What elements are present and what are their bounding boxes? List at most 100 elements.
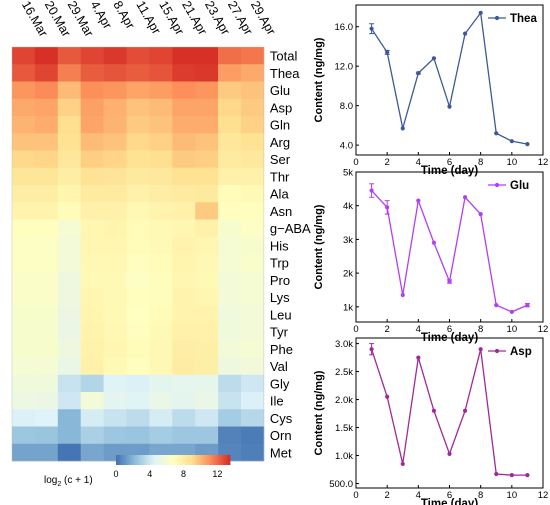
heatmap-cell: [12, 98, 36, 117]
heatmap-cell: [195, 374, 219, 393]
heatmap-cell: [195, 288, 219, 307]
heatmap-cell: [149, 202, 173, 220]
heatmap-cell: [241, 150, 265, 169]
heatmap-cell: [12, 426, 36, 445]
heatmap-cell: [12, 409, 36, 427]
colorbar-swatch: [180, 455, 183, 465]
heatmap-cell: [126, 150, 150, 169]
heatmap-cell: [57, 409, 81, 427]
heatmap-cell: [172, 150, 196, 169]
heatmap-cell: [218, 219, 242, 238]
heatmap-cell: [57, 374, 81, 393]
heatmap-cell: [126, 47, 150, 65]
heatmap-cell: [126, 374, 150, 393]
heatmap-cell: [103, 271, 127, 289]
heatmap-cell: [34, 202, 59, 220]
heatmap-cell: [57, 271, 81, 289]
heatmap-cell: [80, 254, 104, 272]
heatmap-cell: [57, 340, 81, 358]
colorbar-swatch: [216, 455, 219, 465]
colorbar-swatch: [188, 455, 191, 465]
heatmap-cell: [218, 98, 242, 117]
heatmap-cell: [195, 236, 219, 255]
heatmap-cell: [126, 305, 150, 324]
heatmap-cell: [103, 323, 127, 341]
colorbar-swatch: [163, 455, 166, 465]
x-tick-label: 12: [538, 324, 549, 335]
heatmap-cell: [149, 133, 173, 151]
heatmap-cell: [149, 47, 173, 65]
x-tick-label: 8: [478, 324, 483, 335]
heatmap-cell: [126, 409, 150, 427]
data-point: [462, 31, 468, 36]
heatmap-row-label: g−ABA: [270, 221, 311, 236]
colorbar-swatch: [228, 455, 231, 465]
heatmap-cell: [80, 392, 104, 410]
colorbar-swatch: [190, 455, 193, 465]
heatmap-cell: [57, 150, 81, 169]
heatmap-cell: [241, 167, 265, 186]
colorbar-swatch: [203, 455, 206, 465]
heatmap-cell: [172, 219, 196, 238]
heatmap-cell: [195, 64, 219, 82]
heatmap-cell: [80, 64, 104, 82]
heatmap-cell: [34, 443, 59, 462]
heatmap-cell: [126, 357, 150, 376]
heatmap-cell: [149, 167, 173, 186]
heatmap-cell: [126, 392, 150, 410]
x-tick-label: 2: [385, 324, 390, 335]
heatmap-cell: [34, 426, 59, 445]
heatmap-cell: [12, 305, 36, 324]
heatmap-cell: [195, 47, 219, 65]
heatmap-cell: [103, 392, 127, 410]
data-point: [416, 355, 421, 360]
heatmap-cell: [195, 254, 219, 272]
data-point: [509, 139, 514, 144]
heatmap-cell: [34, 185, 59, 203]
heatmap-cell: [57, 254, 81, 272]
data-point: [509, 473, 514, 478]
heatmap-cell: [80, 426, 104, 445]
heatmap-cell: [34, 409, 59, 427]
heatmap-cell: [12, 374, 36, 393]
heatmap-cell: [103, 254, 127, 272]
heatmap-cell: [12, 271, 36, 289]
colorbar-swatch: [218, 455, 221, 465]
heatmap-cell: [57, 185, 81, 203]
colorbar-swatch: [197, 455, 200, 465]
heatmap-cell: [218, 323, 242, 341]
heatmap-cell: [149, 98, 173, 117]
heatmap-cell: [103, 64, 127, 82]
heatmap-cell: [195, 271, 219, 289]
heatmap-cell: [241, 202, 265, 220]
heatmap-cell: [12, 47, 36, 65]
heatmap-cell: [241, 98, 265, 117]
plot-frame: [355, 4, 544, 156]
heatmap-cell: [195, 167, 219, 186]
colorbar-swatch: [176, 455, 180, 465]
heatmap-cell: [241, 443, 265, 462]
heatmap-cell: [12, 133, 36, 151]
line-chart-asp: 0 2 4 6 8 10 12 500.0 1.0k 1.5k 2.0k 2.5k 3.0k Time (…: [313, 337, 548, 505]
x-tick-label: 0: [353, 490, 358, 501]
heatmap-cell: [172, 133, 196, 151]
heatmap-cell: [12, 357, 36, 376]
heatmap-cell: [149, 409, 173, 427]
heatmap-cell: [103, 150, 127, 169]
heatmap-cell: [126, 288, 150, 307]
colorbar-swatch: [119, 455, 123, 465]
heatmap-cell: [80, 150, 104, 169]
heatmap-cell: [126, 116, 150, 134]
colorbar-swatch: [205, 455, 208, 465]
heatmap-cell: [172, 340, 196, 358]
heatmap-cell: [241, 64, 265, 82]
y-axis-label: Content (ng/mg): [313, 37, 325, 122]
colorbar-swatch: [154, 455, 157, 465]
heatmap-cell: [149, 219, 173, 238]
heatmap-cell: [172, 409, 196, 427]
colorbar-swatch: [211, 455, 214, 465]
data-point: [494, 131, 499, 136]
heatmap-cell: [103, 219, 127, 238]
data-point: [478, 212, 483, 217]
heatmap-row-label: Gly: [270, 376, 290, 391]
